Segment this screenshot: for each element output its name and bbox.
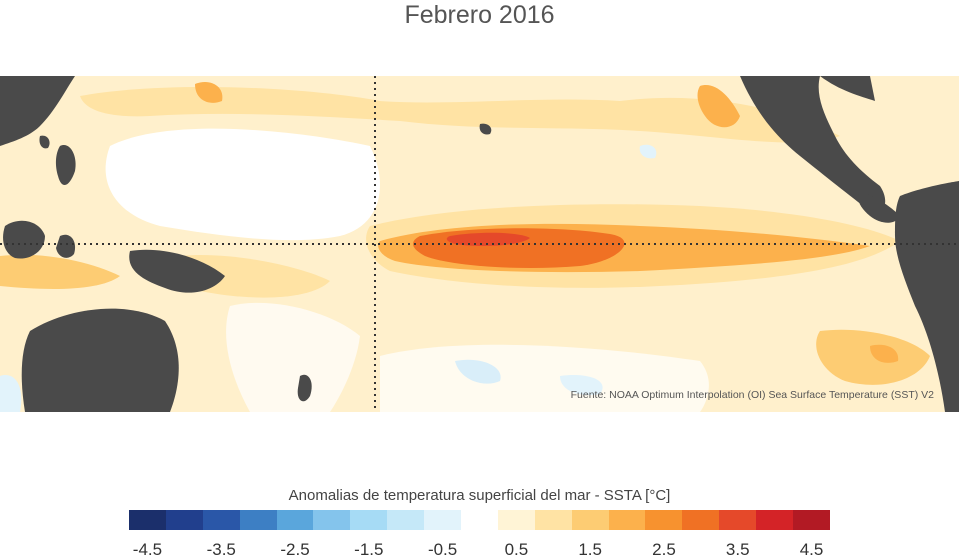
colorbar-swatch	[424, 510, 462, 530]
sst-anomaly-map: Fuente: NOAA Optimum Interpolation (OI) …	[0, 76, 959, 412]
colorbar-swatch	[497, 510, 535, 530]
land-hawaii	[479, 123, 492, 135]
warm-region-nino-max	[446, 232, 530, 246]
colorbar-swatch	[682, 510, 720, 530]
warm-region-north-band	[80, 86, 840, 143]
land-south-america	[895, 181, 959, 412]
colorbar-swatch	[793, 510, 830, 530]
land-new-guinea	[129, 249, 225, 293]
colorbar-swatch	[239, 510, 277, 530]
neutral-region-southwest	[226, 302, 360, 412]
colorbar-tick-label: 3.5	[725, 540, 750, 559]
land-masses	[0, 76, 959, 412]
land-japan-islands	[39, 135, 50, 149]
land-borneo	[3, 220, 46, 259]
colorbar-tick-label: 1.5	[578, 540, 602, 559]
map-title: Febrero 2016	[404, 1, 555, 29]
neutral-region-west-pacific	[105, 128, 380, 241]
land-new-zealand	[297, 374, 312, 402]
colorbar-swatch	[719, 510, 757, 530]
colorbar-swatch	[276, 510, 314, 530]
colorbar-tick-label: -0.5	[427, 540, 458, 559]
colorbar-tick-label: -2.5	[280, 540, 310, 559]
colorbar-title: Anomalias de temperatura superficial del…	[288, 487, 671, 504]
warm-region-north-hotspot	[195, 81, 223, 103]
cool-patch-south-1	[455, 359, 501, 384]
source-note: Fuente: NOAA Optimum Interpolation (OI) …	[571, 389, 935, 401]
colorbar-tick-label: -4.5	[132, 540, 163, 559]
land-asia	[0, 76, 75, 146]
cool-patch-central	[639, 144, 657, 159]
colorbar-swatch	[756, 510, 794, 530]
colorbar-tick-label: -3.5	[206, 540, 236, 559]
colorbar-tick-label: 0.5	[504, 540, 529, 559]
colorbar-tick-label: -1.5	[354, 540, 384, 559]
warm-region-indonesia	[0, 254, 120, 289]
colorbar-swatch	[387, 510, 425, 530]
land-sulawesi	[56, 234, 76, 258]
land-central-america	[858, 191, 900, 223]
colorbar-swatch	[165, 510, 203, 530]
colorbar-tick-label: 4.5	[799, 540, 824, 559]
colorbar-swatch	[129, 510, 166, 530]
colorbar-swatch	[350, 510, 388, 530]
colorbar-swatch	[645, 510, 683, 530]
colorbar-swatch	[461, 510, 498, 530]
colorbar-tick-label: 2.5	[652, 540, 676, 559]
colorbar-swatch	[534, 510, 572, 530]
colorbar-swatch	[313, 510, 351, 530]
land-mexico-baja	[820, 76, 875, 101]
land-australia	[21, 308, 179, 412]
land-philippines	[55, 145, 76, 186]
colorbar-swatch	[608, 510, 646, 530]
warm-region-southeast	[816, 329, 930, 385]
colorbar-swatch	[202, 510, 240, 530]
warm-region-south-hotspot	[870, 344, 899, 363]
cool-patch-west	[0, 375, 22, 412]
colorbar-swatch	[571, 510, 609, 530]
warm-region-baja-coast	[697, 85, 740, 128]
land-north-america	[740, 76, 886, 212]
warm-region-coral-sea	[178, 255, 330, 298]
colorbar	[129, 510, 830, 530]
cool-patch-south-2	[560, 375, 603, 396]
